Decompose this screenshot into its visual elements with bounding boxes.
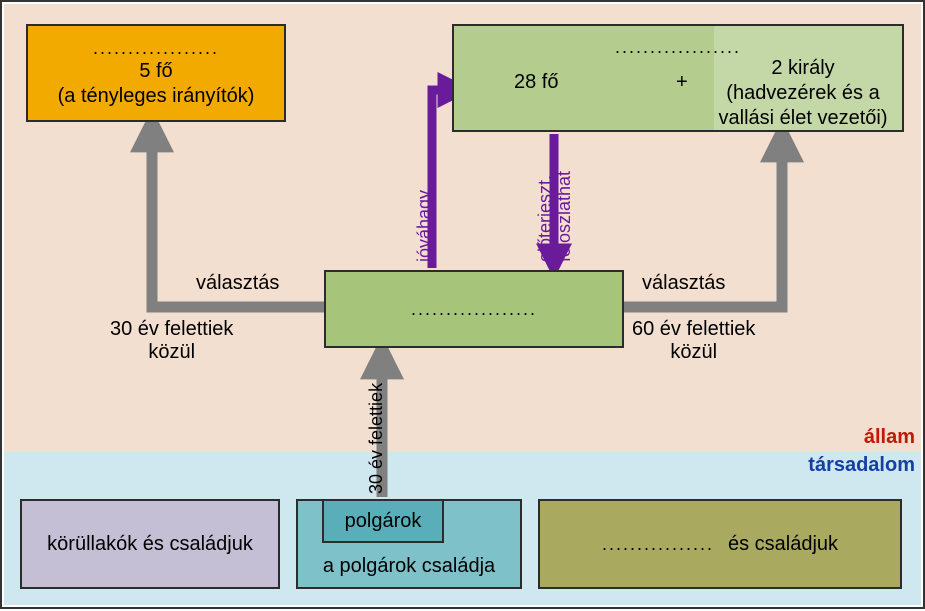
label-thirty-plus: 30 év felettiek [366, 383, 387, 494]
diagram-canvas: állam társadalom .................. 5 fő… [0, 0, 925, 609]
assembly-dots: .................. [411, 298, 537, 321]
box-council: .................. 28 fő + 2 király (had… [452, 24, 904, 132]
region-state-label: állam [864, 426, 915, 449]
label-propose: előterjeszt, feloszlathat [536, 171, 574, 262]
box-helots: ................ és családjuk [538, 499, 902, 589]
ephors-count: 5 fő [139, 59, 172, 84]
helots-text: és családjuk [728, 532, 838, 557]
box-ephors: .................. 5 fő (a tényleges irá… [26, 24, 286, 122]
helots-dots: ................ [602, 533, 714, 556]
council-right-block: 2 király (hadvezérek és a vallási élet v… [712, 56, 894, 131]
label-election-left: választás [196, 272, 279, 295]
council-kings-desc1: (hadvezérek és a [712, 81, 894, 106]
council-plus: + [676, 70, 688, 95]
ephors-dots: .................. [93, 37, 219, 60]
perioikoi-text: körüllakók és családjuk [47, 532, 253, 557]
label-election-right: választás [642, 272, 725, 295]
ephors-desc: (a tényleges irányítók) [58, 84, 255, 109]
council-kings: 2 király [712, 56, 894, 81]
label-approve: jóváhagy [414, 190, 435, 262]
box-perioikoi: körüllakók és családjuk [20, 499, 280, 589]
region-society-label: társadalom [808, 454, 915, 477]
box-assembly: .................. [324, 270, 624, 348]
label-sixty-range: 60 év felettiek közül [632, 318, 755, 364]
citizens-family-text: a polgárok családja [298, 554, 520, 579]
council-content: .................. 28 fő + 2 király (had… [454, 26, 902, 130]
label-thirty-range: 30 év felettiek közül [110, 318, 233, 364]
box-citizens: polgárok [322, 499, 444, 543]
council-kings-desc2: vallási élet vezetői) [712, 106, 894, 131]
citizens-text: polgárok [345, 509, 422, 534]
council-left-count: 28 fő [514, 70, 558, 95]
